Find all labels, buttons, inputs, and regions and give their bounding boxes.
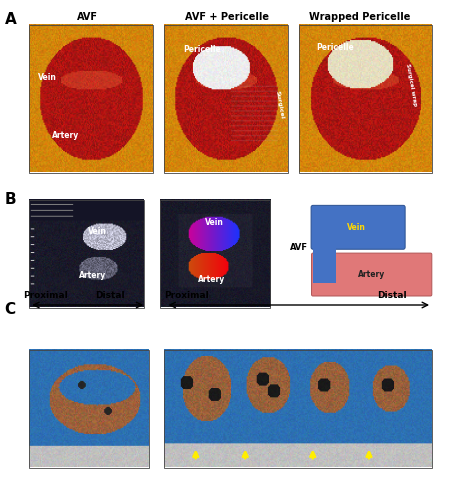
Text: C: C	[4, 302, 16, 318]
Text: Pericelle: Pericelle	[184, 46, 221, 54]
Text: Artery: Artery	[358, 270, 385, 279]
Text: Vein: Vein	[205, 218, 224, 227]
Text: Surgicel wrap: Surgicel wrap	[405, 64, 418, 106]
Bar	[286, 200, 436, 305]
FancyBboxPatch shape	[311, 206, 405, 249]
Bar	[29, 25, 153, 172]
Bar	[299, 25, 432, 172]
FancyBboxPatch shape	[313, 236, 336, 282]
Text: Distal: Distal	[95, 291, 125, 300]
Bar	[29, 200, 144, 308]
Bar	[164, 350, 432, 468]
FancyBboxPatch shape	[311, 253, 432, 296]
Text: Vein: Vein	[38, 73, 57, 82]
Text: Vein: Vein	[347, 223, 366, 232]
Text: Artery: Artery	[198, 276, 225, 284]
Text: Pericelle: Pericelle	[316, 43, 354, 52]
Text: A: A	[4, 12, 16, 28]
Text: Wrapped Pericelle: Wrapped Pericelle	[309, 12, 411, 22]
Bar	[29, 350, 148, 468]
Text: Artery: Artery	[79, 270, 106, 280]
Text: AVF: AVF	[77, 12, 98, 22]
Bar	[164, 25, 288, 172]
Text: Proximal: Proximal	[164, 291, 209, 300]
Bar	[160, 200, 270, 308]
Text: AVF: AVF	[290, 243, 308, 252]
Text: B: B	[4, 192, 16, 208]
Text: AVF + Pericelle: AVF + Pericelle	[185, 12, 269, 22]
Text: Artery: Artery	[52, 130, 79, 140]
Text: Vein: Vein	[88, 227, 107, 236]
Text: Surgicel: Surgicel	[274, 90, 284, 120]
Text: Proximal: Proximal	[22, 291, 68, 300]
Text: Distal: Distal	[377, 291, 406, 300]
